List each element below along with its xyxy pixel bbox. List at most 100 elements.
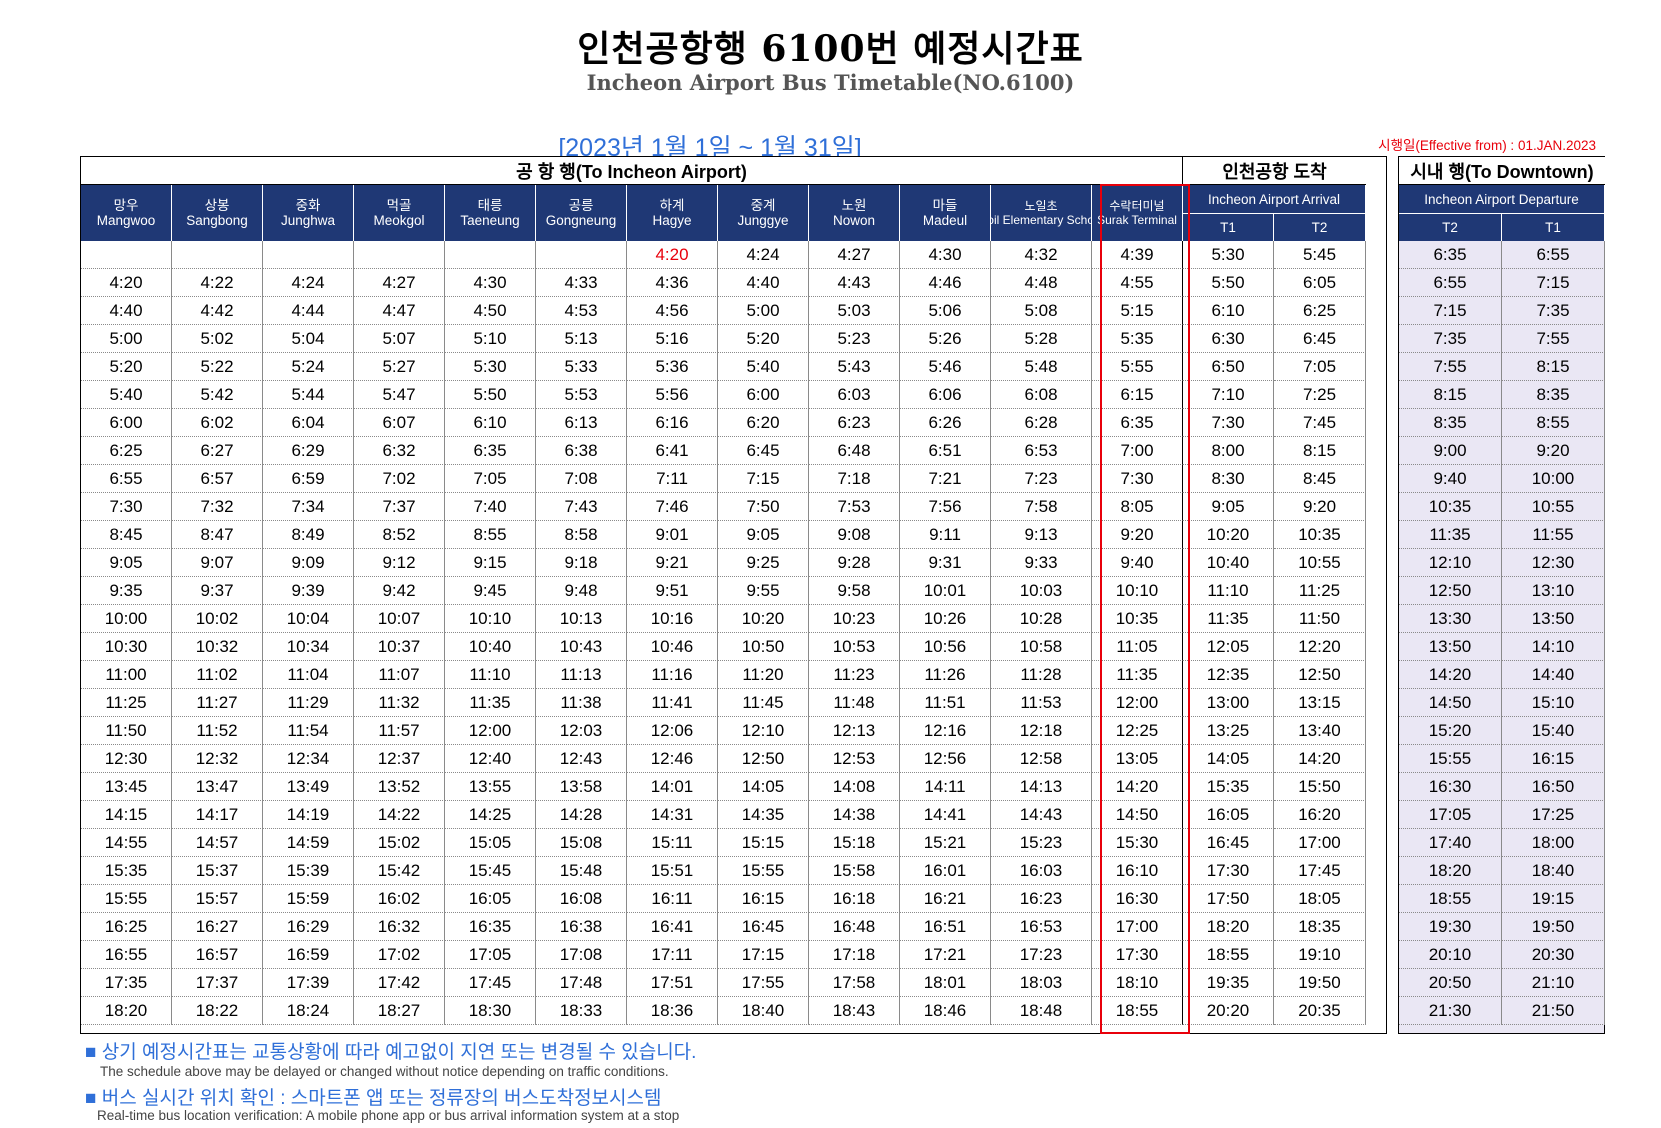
table-cell: 6:53 [991,437,1092,465]
stop-name-en: Noil Elementary School [991,213,1091,227]
table-cell: 13:52 [354,773,445,801]
table-cell: 10:40 [445,633,536,661]
table-cell: 5:20 [718,325,809,353]
table-cell: 9:45 [445,577,536,605]
table-cell: 14:08 [809,773,900,801]
table-cell: 10:23 [809,605,900,633]
table-cell: 13:10 [1502,577,1605,605]
table-cell: 18:36 [627,997,718,1025]
table-cell: 4:32 [991,241,1092,269]
table-cell: 6:08 [991,381,1092,409]
table-cell: 8:58 [536,521,627,549]
table-cell: 16:11 [627,885,718,913]
table-cell: 6:28 [991,409,1092,437]
table-cell: 8:05 [1092,493,1183,521]
table-cell: 14:28 [536,801,627,829]
table-cell: 14:35 [718,801,809,829]
table-cell: 6:51 [900,437,991,465]
table-cell: 9:00 [1399,437,1502,465]
table-cell: 5:24 [263,353,354,381]
table-cell: 6:55 [1502,241,1605,269]
table-cell: 15:23 [991,829,1092,857]
table-cell: 11:38 [536,689,627,717]
table-cell: 11:20 [718,661,809,689]
table-cell: 4:24 [718,241,809,269]
table-cell: 11:25 [81,689,172,717]
table-cell: 8:15 [1274,437,1366,465]
table-cell: 11:45 [718,689,809,717]
table-cell: 10:00 [1502,465,1605,493]
stop-name-en: Junghwa [280,213,336,228]
table-cell: 15:10 [1502,689,1605,717]
table-cell: 11:05 [1092,633,1183,661]
table-cell: 5:07 [354,325,445,353]
table-cell: 16:30 [1399,773,1502,801]
stop-name-ko: 마들 [932,198,958,213]
table-cell: 12:30 [1502,549,1605,577]
table-cell: 13:40 [1274,717,1366,745]
table-cell: 7:15 [718,465,809,493]
table-cell [354,241,445,269]
table-cell: 9:33 [991,549,1092,577]
table-cell: 17:45 [1274,857,1366,885]
table-cell: 14:59 [263,829,354,857]
table-cell: 7:53 [809,493,900,521]
table-cell: 15:35 [1183,773,1274,801]
table-cell: 21:30 [1399,997,1502,1025]
stop-name-en: Mangwoo [96,213,156,228]
table-cell: 6:16 [627,409,718,437]
table-cell: 10:55 [1274,549,1366,577]
table-cell: 14:17 [172,801,263,829]
table-cell: 5:53 [536,381,627,409]
notice-realtime-en: Real-time bus location verification: A m… [97,1108,680,1123]
table-cell: 11:41 [627,689,718,717]
stop-name-en: Nowon [832,213,876,228]
table-cell: 4:50 [445,297,536,325]
table-cell: 14:25 [445,801,536,829]
table-cell: 12:18 [991,717,1092,745]
table-cell: 15:55 [718,857,809,885]
table-cell: 5:35 [1092,325,1183,353]
table-cell: 6:27 [172,437,263,465]
table-cell: 18:35 [1274,913,1366,941]
table-cell: 9:37 [172,577,263,605]
table-cell: 14:40 [1502,661,1605,689]
table-cell: 16:45 [1183,829,1274,857]
table-cell: 4:56 [627,297,718,325]
table-cell: 4:44 [263,297,354,325]
table-cell: 9:01 [627,521,718,549]
notice-realtime: ■ 버스 실시간 위치 확인 : 스마트폰 앱 또는 정류장의 버스도착정보시스… [85,1083,661,1110]
table-cell: 7:37 [354,493,445,521]
table-cell: 6:59 [263,465,354,493]
table-cell [263,241,354,269]
stop-header-nowon: 노원 Nowon [809,185,900,241]
table-cell: 4:40 [81,297,172,325]
table-cell: 10:20 [1183,521,1274,549]
stop-name-en: Sangbong [186,213,248,228]
table-cell: 16:02 [354,885,445,913]
table-cell: 10:13 [536,605,627,633]
table-cell: 11:04 [263,661,354,689]
table-cell: 11:35 [1399,521,1502,549]
table-cell: 8:49 [263,521,354,549]
table-cell: 16:29 [263,913,354,941]
table-cell: 16:21 [900,885,991,913]
table-cell: 9:15 [445,549,536,577]
table-cell: 5:00 [718,297,809,325]
table-cell: 7:30 [81,493,172,521]
table-cell: 12:10 [718,717,809,745]
to-downtown-timetable: 시내 행(To Downtown) Incheon Airport Departu… [1398,156,1605,1034]
table-cell: 18:00 [1502,829,1605,857]
table-cell: 18:43 [809,997,900,1025]
table-cell: 18:55 [1399,885,1502,913]
table-cell: 9:07 [172,549,263,577]
table-cell: 10:43 [536,633,627,661]
table-cell: 15:51 [627,857,718,885]
table-cell: 16:50 [1502,773,1605,801]
table-cell: 4:20 [627,241,718,269]
table-cell: 15:05 [445,829,536,857]
table-cell: 15:57 [172,885,263,913]
table-cell: 14:13 [991,773,1092,801]
table-cell: 17:58 [809,969,900,997]
table-cell: 9:20 [1274,493,1366,521]
